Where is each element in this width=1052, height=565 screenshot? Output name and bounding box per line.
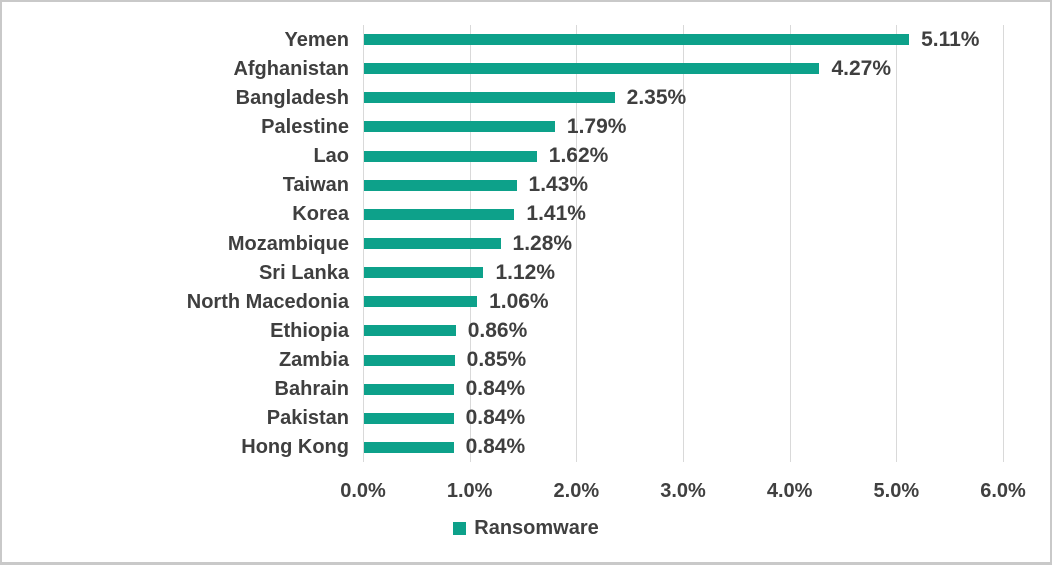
x-tick-label: 1.0%	[446, 480, 493, 502]
category-label: Ethiopia	[270, 319, 349, 342]
x-tick-label: 0.0%	[340, 480, 386, 502]
value-label: 1.28%	[512, 231, 573, 255]
value-label: 2.35%	[626, 85, 687, 109]
value-label: 0.84%	[465, 377, 526, 401]
category-label: Bangladesh	[235, 86, 349, 109]
bar	[364, 296, 478, 308]
gridline	[363, 25, 364, 462]
category-label: Taiwan	[282, 174, 349, 197]
gridline	[789, 25, 791, 462]
bar	[364, 208, 515, 220]
category-label: Korea	[292, 203, 349, 226]
value-label: 0.84%	[465, 406, 526, 430]
category-label: Sri Lanka	[258, 261, 349, 284]
legend-swatch-icon	[453, 521, 467, 535]
bar	[364, 267, 484, 279]
bar	[364, 179, 517, 191]
bar	[364, 34, 910, 46]
category-label: Mozambique	[227, 232, 349, 255]
value-label: 1.06%	[489, 289, 549, 313]
bar	[364, 354, 455, 366]
value-label: 1.41%	[526, 202, 586, 226]
category-label: Palestine	[261, 115, 349, 138]
x-tick-label: 5.0%	[873, 480, 920, 502]
legend: Ransomware	[2, 516, 1050, 540]
x-tick-label: 4.0%	[766, 480, 813, 502]
x-tick-label: 3.0%	[660, 480, 706, 502]
category-label: Afghanistan	[233, 57, 349, 80]
bar	[364, 92, 615, 104]
legend-label: Ransomware	[474, 517, 599, 539]
bar	[364, 325, 456, 337]
bar	[364, 441, 454, 453]
value-label: 0.84%	[465, 435, 526, 459]
value-label: 0.85%	[466, 348, 527, 372]
value-label: 0.86%	[467, 318, 528, 342]
category-label: Pakistan	[266, 407, 349, 430]
category-label: Hong Kong	[241, 436, 349, 459]
value-label: 1.12%	[495, 260, 555, 284]
gridline	[576, 25, 578, 462]
bar	[364, 63, 820, 75]
category-label: Yemen	[284, 28, 349, 51]
value-label: 1.43%	[528, 173, 589, 197]
gridline	[896, 25, 898, 462]
category-label: Zambia	[278, 349, 349, 372]
category-label: Bahrain	[274, 378, 349, 401]
bar	[364, 121, 555, 133]
value-label: 4.27%	[831, 56, 891, 80]
bar	[364, 150, 537, 162]
bar	[364, 238, 501, 249]
category-label: Lao	[313, 145, 349, 168]
x-tick-label: 6.0%	[980, 480, 1026, 502]
gridline	[683, 25, 684, 462]
x-tick-label: 2.0%	[553, 480, 600, 502]
bar	[364, 383, 454, 395]
category-label: North Macedonia	[186, 290, 349, 313]
value-label: 5.11%	[921, 27, 980, 51]
bar	[364, 412, 454, 424]
gridline	[1003, 25, 1004, 462]
value-label: 1.79%	[566, 114, 627, 138]
value-label: 1.62%	[548, 144, 609, 168]
